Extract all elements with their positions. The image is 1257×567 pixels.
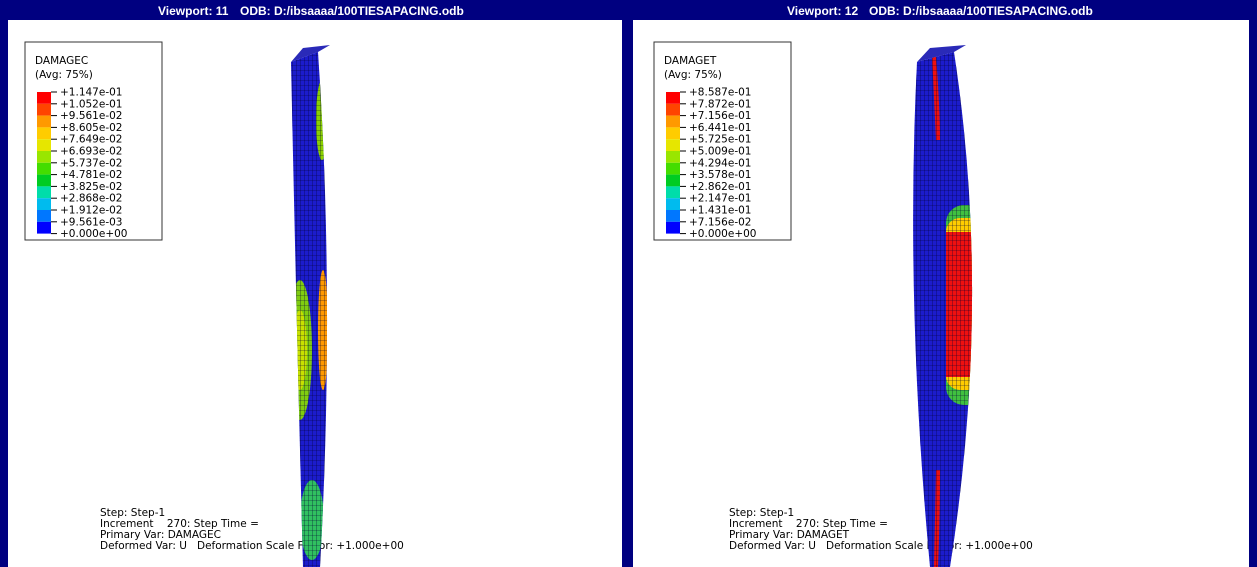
legend-label: +0.000e+00: [689, 228, 756, 240]
legend-label: +5.737e-02: [60, 157, 122, 169]
legend-average: (Avg: 75%): [664, 69, 722, 81]
legend-swatch: [37, 151, 51, 163]
legend-swatch: [666, 139, 680, 151]
legend-swatch: [666, 116, 680, 128]
legend-swatch: [666, 222, 680, 234]
legend-label: +4.781e-02: [60, 169, 122, 181]
legend-label: +2.147e-01: [689, 193, 751, 205]
viewport-label: Viewport: 11: [158, 4, 229, 18]
legend-label: +8.605e-02: [60, 122, 122, 134]
legend-swatch: [37, 186, 51, 198]
legend-label: +2.868e-02: [60, 193, 122, 205]
legend-swatch: [666, 127, 680, 139]
legend-variable: DAMAGET: [664, 55, 717, 67]
legend-swatch: [37, 139, 51, 151]
legend-label: +7.156e-01: [689, 110, 751, 122]
status-line: Deformed Var: U Deformation Scale Factor…: [729, 540, 1033, 552]
legend-swatch: [666, 163, 680, 175]
legend-label: +7.649e-02: [60, 134, 122, 146]
legend-swatch: [37, 163, 51, 175]
legend-label: +6.693e-02: [60, 146, 122, 158]
legend-swatch: [37, 127, 51, 139]
legend-swatch: [666, 186, 680, 198]
status-line: Deformed Var: U Deformation Scale Factor…: [100, 540, 404, 552]
legend-label: +5.009e-01: [689, 146, 751, 158]
legend-variable: DAMAGEC: [35, 55, 88, 67]
legend-label: +7.872e-01: [689, 98, 751, 110]
legend-swatch: [666, 210, 680, 222]
odb-path: ODB: D:/ibsaaaa/100TIESAPACING.odb: [869, 4, 1093, 18]
legend-swatch: [666, 92, 680, 104]
legend-label: +1.912e-02: [60, 205, 122, 217]
legend-label: +8.587e-01: [689, 87, 751, 99]
legend-label: +1.052e-01: [60, 98, 122, 110]
legend-label: +4.294e-01: [689, 157, 751, 169]
legend-label: +1.147e-01: [60, 87, 122, 99]
odb-path: ODB: D:/ibsaaaa/100TIESAPACING.odb: [240, 4, 464, 18]
legend-average: (Avg: 75%): [35, 69, 93, 81]
legend-label: +2.862e-01: [689, 181, 751, 193]
viewport-label: Viewport: 12: [787, 4, 858, 18]
legend-label: +1.431e-01: [689, 205, 751, 217]
legend-label: +3.578e-01: [689, 169, 751, 181]
legend-swatch: [666, 151, 680, 163]
legend-swatch: [37, 198, 51, 210]
legend-swatch: [37, 104, 51, 116]
legend-label: +3.825e-02: [60, 181, 122, 193]
legend-label: +9.561e-02: [60, 110, 122, 122]
legend-label: +5.725e-01: [689, 134, 751, 146]
legend-label: +7.156e-02: [689, 216, 751, 228]
legend-swatch: [666, 175, 680, 187]
legend-swatch: [666, 198, 680, 210]
legend-swatch: [37, 175, 51, 187]
legend-swatch: [666, 104, 680, 116]
legend-swatch: [37, 116, 51, 128]
legend-label: +0.000e+00: [60, 228, 127, 240]
legend-label: +6.441e-01: [689, 122, 751, 134]
legend-swatch: [37, 92, 51, 104]
abaqus-window: DAMAGEC(Avg: 75%)+1.147e-01+1.052e-01+9.…: [0, 0, 1257, 567]
legend-swatch: [37, 210, 51, 222]
legend-swatch: [37, 222, 51, 234]
legend-label: +9.561e-03: [60, 216, 122, 228]
